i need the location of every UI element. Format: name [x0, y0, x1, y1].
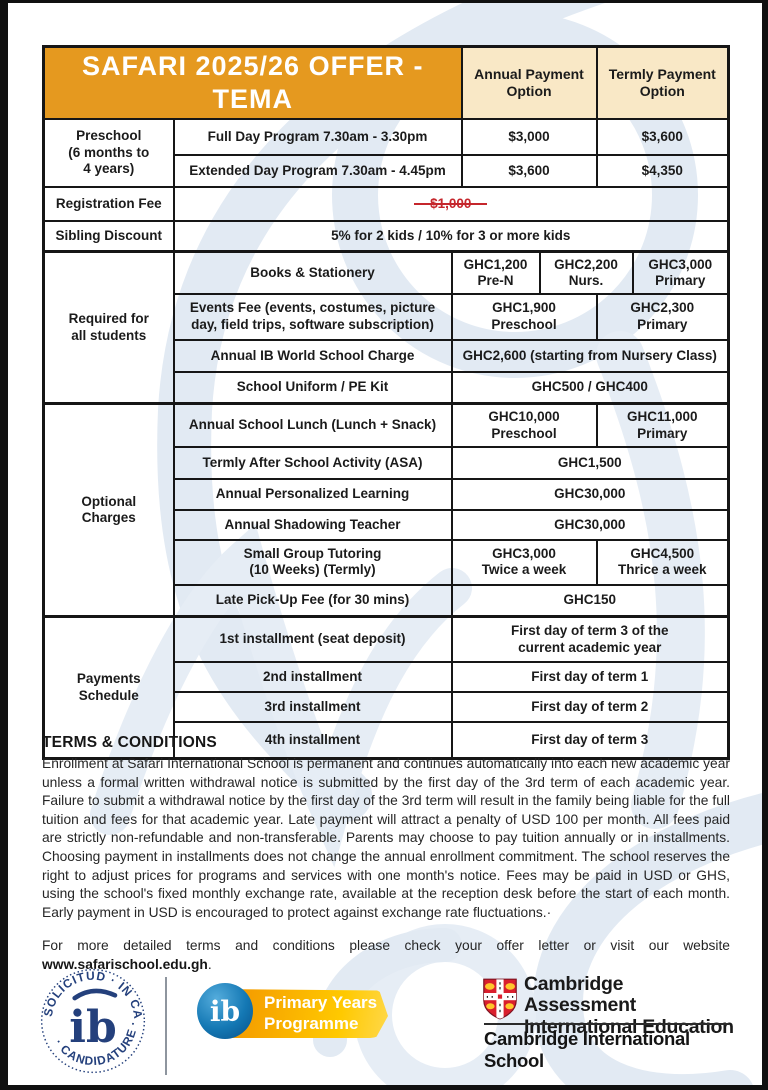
cell-latefee-desc: Late Pick-Up Fee (for 30 mins)	[172, 583, 453, 618]
cell-tutoring-desc: Small Group Tutoring (10 Weeks) (Termly)	[172, 538, 453, 586]
pyp-ib-monogram: ib	[209, 994, 241, 1028]
cell-lunch-preschool: GHC10,000 Preschool	[450, 402, 598, 448]
cell-installment1-value: First day of term 3 of the current acade…	[450, 615, 730, 663]
cell-asa-desc: Termly After School Activity (ASA)	[172, 445, 453, 480]
column-header-termly: Termly Payment Option	[595, 45, 730, 120]
cell-uniform-value: GHC500 / GHC400	[450, 370, 730, 405]
row-label-preschool: Preschool (6 months to 4 years)	[42, 117, 175, 188]
terms-heading: TERMS & CONDITIONS	[42, 734, 217, 751]
cell-extended-termly: $4,350	[595, 153, 730, 188]
row-label-sibling-discount: Sibling Discount	[42, 219, 175, 253]
cell-books-primary: GHC3,000 Primary	[631, 250, 730, 295]
terms-note-text: For more detailed terms and conditions p…	[42, 938, 730, 954]
cell-asa-value: GHC1,500	[450, 445, 730, 480]
ib-candidacy-seal: SOLICITUD · IN CANDIDACY · CANDIDATURE ·…	[38, 965, 146, 1074]
pyp-ib-circle-icon: ib	[197, 983, 253, 1039]
pyp-line1: Primary Years	[264, 993, 378, 1013]
cell-extended-desc: Extended Day Program 7.30am - 4.45pm	[172, 153, 463, 188]
cell-registration-value: $1,000	[172, 185, 730, 222]
terms-note: For more detailed terms and conditions p…	[42, 937, 730, 974]
cambridge-shield-icon	[483, 978, 517, 1020]
cell-uniform-desc: School Uniform / PE Kit	[172, 370, 453, 405]
cell-installment2-value: First day of term 1	[450, 660, 730, 693]
cell-shadowing-desc: Annual Shadowing Teacher	[172, 508, 453, 541]
cell-books-pren: GHC1,200 Pre-N	[450, 250, 541, 295]
seal-ib-monogram: ib	[69, 1002, 116, 1053]
cell-books-desc: Books & Stationery	[172, 250, 453, 295]
row-label-payments: Payments Schedule	[42, 615, 175, 760]
cell-books-nurs: GHC2,200 Nurs.	[538, 250, 634, 295]
cell-fullday-annual: $3,000	[460, 117, 598, 156]
terms-body: Enrollment at Safari International Schoo…	[42, 756, 730, 920]
table-title: SAFARI 2025/26 OFFER - TEMA	[42, 45, 463, 120]
terms-section: TERMS & CONDITIONS Enrollment at Safari …	[42, 734, 730, 975]
cambridge-divider-line	[484, 1023, 729, 1025]
cell-personalized-desc: Annual Personalized Learning	[172, 477, 453, 511]
cambridge-logo-text: Cambridge Assessment International Educa…	[524, 973, 734, 1038]
column-header-annual: Annual Payment Option	[460, 45, 598, 120]
row-label-registration-fee: Registration Fee	[42, 185, 175, 222]
terms-note-suffix: .	[207, 956, 212, 972]
cell-installment2-desc: 2nd installment	[172, 660, 453, 693]
cell-installment3-desc: 3rd installment	[172, 690, 453, 723]
cell-fullday-desc: Full Day Program 7.30am - 3.30pm	[172, 117, 463, 156]
cell-installment3-value: First day of term 2	[450, 690, 730, 723]
row-label-optional: Optional Charges	[42, 402, 175, 618]
cell-lunch-desc: Annual School Lunch (Lunch + Snack)	[172, 402, 453, 448]
cell-ibcharge-value: GHC2,600 (starting from Nursery Class)	[450, 338, 730, 373]
cell-installment4-desc: 4th installment	[172, 720, 453, 760]
cell-extended-annual: $3,600	[460, 153, 598, 188]
website-link[interactable]: www.safarischool.edu.gh	[42, 956, 208, 972]
pyp-line2: Programme	[264, 1013, 359, 1033]
cell-tutoring-thrice: GHC4,500 Thrice a week	[595, 538, 730, 586]
seal-swoosh	[72, 988, 118, 1001]
cell-events-desc: Events Fee (events, costumes, picture da…	[172, 292, 453, 341]
cell-ibcharge-desc: Annual IB World School Charge	[172, 338, 453, 373]
cell-shadowing-value: GHC30,000	[450, 508, 730, 541]
cell-sibling-value: 5% for 2 kids / 10% for 3 or more kids	[172, 219, 730, 253]
cell-fullday-termly: $3,600	[595, 117, 730, 156]
cell-events-primary: GHC2,300 Primary	[595, 292, 730, 341]
cell-lunch-primary: GHC11,000 Primary	[595, 402, 730, 448]
struck-price: $1,000	[414, 195, 488, 211]
cambridge-line2: International Education	[524, 1015, 734, 1038]
row-label-required: Required for all students	[42, 250, 175, 405]
cell-tutoring-twice: GHC3,000 Twice a week	[450, 538, 598, 586]
logo-divider-line	[165, 977, 167, 1075]
cell-installment1-desc: 1st installment (seat deposit)	[172, 615, 453, 663]
cambridge-school-label: Cambridge International School	[484, 1028, 690, 1071]
cell-personalized-value: GHC30,000	[450, 477, 730, 511]
cell-events-preschool: GHC1,900 Preschool	[450, 292, 598, 341]
cell-installment4-value: First day of term 3	[450, 720, 730, 760]
cell-latefee-value: GHC150	[450, 583, 730, 618]
fee-table: SAFARI 2025/26 OFFER - TEMA Annual Payme…	[42, 45, 731, 761]
fee-table-container: SAFARI 2025/26 OFFER - TEMA Annual Payme…	[42, 45, 731, 761]
cambridge-line1: Cambridge Assessment	[524, 973, 636, 1017]
